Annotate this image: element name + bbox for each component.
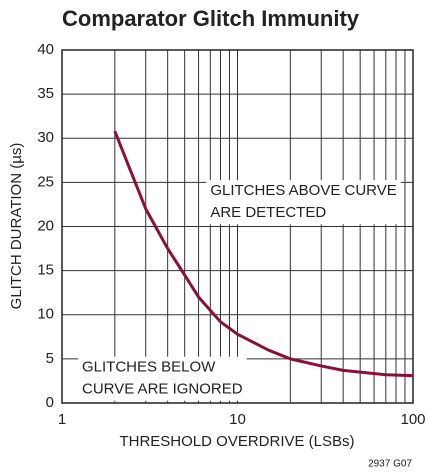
y-tick-label: 5	[46, 350, 54, 367]
annotation: GLITCHES BELOW	[82, 359, 216, 376]
x-tick-label: 10	[229, 411, 246, 428]
figure-note: 2937 G07	[368, 459, 412, 470]
annotation: ARE DETECTED	[210, 204, 326, 221]
y-tick-label: 30	[37, 129, 54, 146]
annotation: GLITCHES ABOVE CURVE	[210, 182, 396, 199]
y-tick-label: 25	[37, 173, 54, 190]
y-tick-label: 35	[37, 85, 54, 102]
y-tick-label: 40	[37, 41, 54, 58]
data-line	[113, 130, 414, 378]
y-tick-label: 20	[37, 217, 54, 234]
annotation: CURVE ARE IGNORED	[82, 381, 243, 398]
x-axis-label: THRESHOLD OVERDRIVE (LSBs)	[119, 433, 354, 450]
y-axis-label: GLITCH DURATION (µs)	[8, 143, 25, 310]
plot-frame	[61, 49, 414, 404]
y-tick-label: 0	[46, 394, 54, 411]
y-tick-label: 15	[37, 262, 54, 279]
x-tick-label: 1	[58, 411, 66, 428]
y-tick-label: 10	[37, 306, 54, 323]
chart-title: Comparator Glitch Immunity	[62, 6, 360, 31]
x-tick-label: 100	[400, 411, 425, 428]
annotation-background	[206, 180, 401, 225]
annotation-background	[77, 356, 247, 401]
